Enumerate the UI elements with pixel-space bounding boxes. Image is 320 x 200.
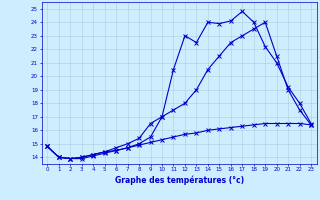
- X-axis label: Graphe des températures (°c): Graphe des températures (°c): [115, 175, 244, 185]
